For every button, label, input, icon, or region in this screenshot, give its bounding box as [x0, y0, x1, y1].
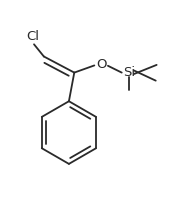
Text: Cl: Cl — [27, 30, 40, 43]
Text: O: O — [96, 58, 106, 71]
Text: Si: Si — [123, 66, 135, 79]
